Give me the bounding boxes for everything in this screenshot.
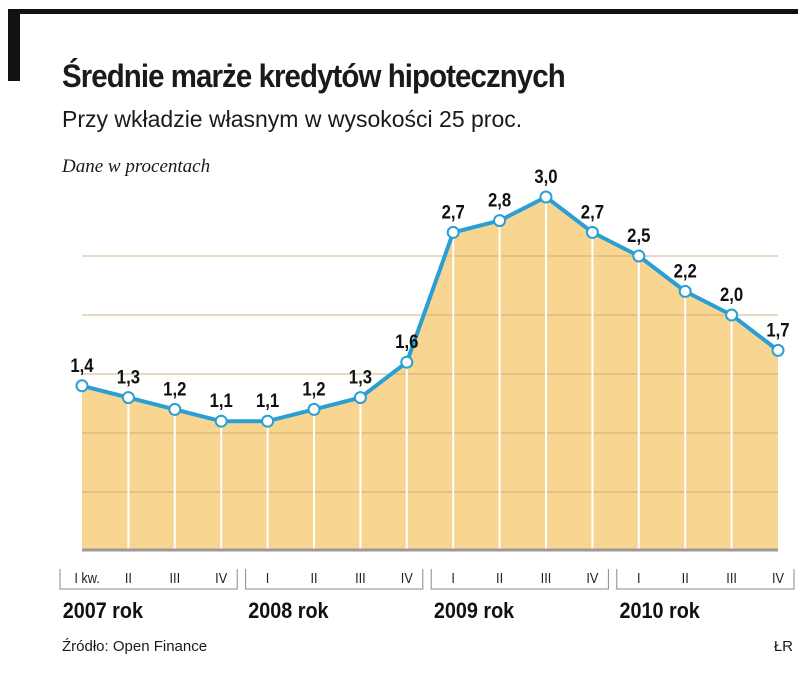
author-initials: ŁR (773, 638, 793, 655)
data-point (121, 391, 135, 405)
year-label: 2009 rok (434, 599, 515, 623)
x-tick-label: II (125, 569, 132, 586)
corner-rule (8, 9, 20, 81)
year-label: 2010 rok (620, 599, 701, 623)
chart-title: Średnie marże kredytów hipotecznych (62, 58, 566, 94)
data-point (400, 355, 414, 369)
data-point (539, 190, 553, 204)
data-label: 1,4 (70, 355, 93, 376)
data-point (771, 343, 785, 357)
top-rule (8, 9, 798, 14)
data-label: 2,7 (442, 201, 465, 222)
x-tick-label: II (496, 569, 503, 586)
data-label: 1,3 (349, 367, 372, 388)
data-label: 2,0 (720, 284, 743, 305)
x-tick-label: III (169, 569, 180, 586)
data-point (678, 284, 692, 298)
data-point (585, 225, 599, 239)
data-point (168, 402, 182, 416)
data-label: 1,1 (210, 390, 233, 411)
data-point (353, 391, 367, 405)
x-tick-label: IV (586, 569, 599, 586)
year-bracket (59, 569, 238, 590)
data-label: 1,1 (256, 390, 279, 411)
year-label: 2008 rok (248, 599, 329, 623)
year-label: 2007 rok (63, 599, 144, 623)
unit-note: Dane w procentach (62, 156, 211, 177)
data-label: 2,5 (627, 225, 650, 246)
x-tick-label: III (541, 569, 552, 586)
data-label: 1,2 (163, 378, 186, 399)
x-tick-label: I kw. (74, 569, 99, 586)
x-tick-label: II (682, 569, 689, 586)
x-tick-label: IV (772, 569, 785, 586)
data-point (214, 414, 228, 428)
chart-subtitle: Przy wkładzie własnym w wysokości 25 pro… (62, 106, 523, 132)
x-tick-label: I (266, 569, 270, 586)
data-point (75, 379, 89, 393)
data-point (307, 402, 321, 416)
data-label: 1,6 (395, 331, 418, 352)
x-tick-label: III (726, 569, 737, 586)
data-point (632, 249, 646, 263)
x-tick-label: I (451, 569, 455, 586)
x-tick-label: IV (401, 569, 414, 586)
data-label: 2,8 (488, 190, 511, 211)
series-line (81, 195, 780, 424)
x-tick-label: I (637, 569, 641, 586)
data-point (493, 214, 507, 228)
x-tick-label: III (355, 569, 366, 586)
source-note: Źródło: Open Finance (62, 638, 208, 655)
x-tick-label: II (310, 569, 317, 586)
year-bracket (245, 569, 424, 590)
data-label: 1,7 (766, 319, 789, 340)
data-point (725, 308, 739, 322)
data-label: 1,3 (117, 367, 140, 388)
data-point (261, 414, 275, 428)
year-bracket (616, 569, 795, 590)
data-label: 2,7 (581, 201, 604, 222)
year-bracket (430, 569, 609, 590)
data-label: 2,2 (674, 260, 697, 281)
x-tick-label: IV (215, 569, 228, 586)
data-label: 3,0 (534, 166, 557, 187)
data-label: 1,2 (302, 378, 325, 399)
data-point (446, 225, 460, 239)
